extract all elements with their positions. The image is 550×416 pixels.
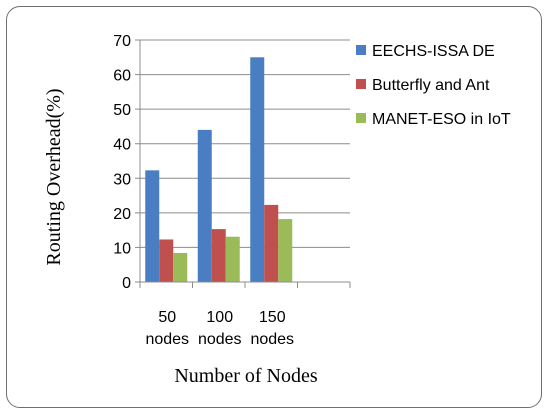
bar-manet-eso-in-iot — [173, 252, 188, 282]
y-tick-label: 60 — [113, 68, 131, 85]
bars — [145, 57, 293, 283]
legend-label: EECHS-ISSA DE — [372, 43, 495, 60]
legend-label: MANET-ESO in IoT — [372, 111, 511, 128]
x-tick-label: 150 — [259, 309, 286, 326]
x-tick-label: 100 — [206, 309, 233, 326]
legend: EECHS-ISSA DE Butterfly and Ant MANET-ESO … — [356, 43, 511, 128]
bar-manet-eso-in-iot — [225, 236, 240, 282]
bar-butterfly-and-ant — [211, 229, 226, 282]
y-tick-label: 10 — [113, 240, 131, 257]
y-tick-labels: 0 10 20 30 40 50 60 70 — [113, 33, 140, 292]
bar-eechs-issa-de — [145, 170, 160, 282]
axes — [139, 40, 351, 288]
y-tick-label: 40 — [113, 137, 131, 154]
y-tick-label: 0 — [122, 275, 131, 292]
legend-label: Butterfly and Ant — [372, 77, 490, 94]
y-tick-label: 30 — [113, 171, 131, 188]
bar-eechs-issa-de — [197, 129, 212, 282]
bar-butterfly-and-ant — [159, 239, 174, 282]
x-axis-title: Number of Nodes — [174, 365, 318, 387]
legend-swatch — [356, 113, 366, 123]
x-tick-labels: 50 nodes 100 nodes 150 nodes — [145, 309, 294, 348]
legend-swatch — [356, 79, 366, 89]
bar-eechs-issa-de — [250, 57, 265, 283]
bar-butterfly-and-ant — [264, 204, 279, 282]
bar-manet-eso-in-iot — [278, 219, 293, 282]
y-tick-label: 20 — [113, 206, 131, 223]
gridlines — [140, 39, 350, 248]
legend-swatch — [356, 45, 366, 55]
y-axis-title: Routing Overhead(%) — [43, 88, 65, 265]
y-tick-label: 70 — [113, 33, 131, 50]
x-tick-label: nodes — [250, 331, 294, 348]
x-tick-label: 50 — [158, 309, 176, 326]
x-tick-label: nodes — [198, 331, 242, 348]
x-tick-label: nodes — [145, 331, 189, 348]
y-tick-label: 50 — [113, 102, 131, 119]
